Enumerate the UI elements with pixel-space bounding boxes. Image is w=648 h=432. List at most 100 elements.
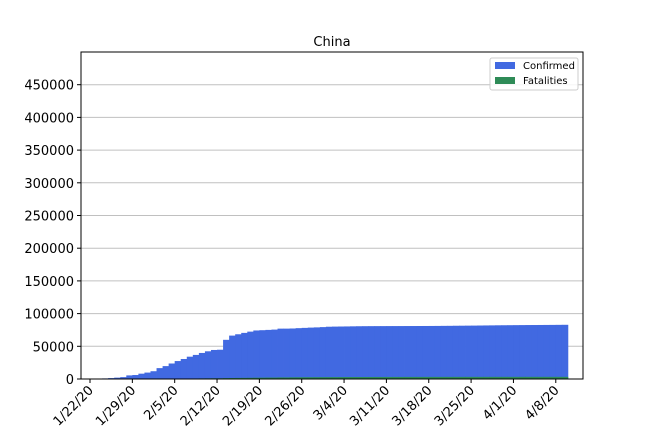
bar-fatalities [471, 376, 478, 379]
legend-label-confirmed: Confirmed [523, 61, 575, 72]
bar-fatalities [422, 376, 430, 379]
bar-fatalities [313, 377, 321, 379]
bar-confirmed [428, 325, 436, 379]
bar-confirmed [513, 325, 520, 379]
bar-confirmed [168, 363, 176, 379]
bar-fatalities [235, 377, 242, 379]
bar-fatalities [561, 376, 569, 379]
bar-confirmed [440, 325, 448, 379]
bar-confirmed [162, 366, 170, 379]
bar-confirmed [446, 325, 454, 379]
bar-confirmed [307, 327, 315, 379]
bar-confirmed [392, 326, 399, 379]
x-tick-label: 2/19/20 [220, 383, 266, 429]
bar-fatalities [489, 376, 496, 379]
bar-fatalities [319, 377, 327, 379]
y-tick-label: 250000 [24, 210, 74, 225]
bar-fatalities [344, 377, 351, 379]
bar-confirmed [253, 330, 260, 379]
bar-confirmed [374, 326, 381, 379]
bar-confirmed [561, 324, 569, 379]
bar-fatalities [410, 376, 418, 379]
bar-fatalities [416, 376, 424, 379]
bar-fatalities [362, 376, 369, 379]
bar-confirmed [265, 329, 272, 379]
y-tick-label: 200000 [24, 242, 74, 257]
bar-confirmed [217, 349, 224, 379]
bar-confirmed [507, 325, 514, 379]
bar-fatalities [555, 376, 563, 379]
bar-confirmed [114, 377, 121, 379]
bar-fatalities [350, 377, 357, 379]
bar-confirmed [150, 371, 157, 379]
bar-confirmed [410, 326, 418, 379]
x-tick-label: 3/4/20 [311, 383, 351, 423]
x-tick-label: 1/22/20 [51, 383, 97, 429]
bar-confirmed [313, 327, 321, 379]
bar-confirmed [174, 361, 182, 379]
bar-confirmed [362, 326, 369, 379]
bar-fatalities [519, 376, 526, 379]
bar-fatalities [374, 376, 381, 379]
bar-fatalities [283, 377, 291, 379]
bar-fatalities [440, 376, 448, 379]
bar-fatalities [325, 377, 333, 379]
bar-fatalities [495, 376, 502, 379]
bar-fatalities [247, 377, 254, 379]
bar-fatalities [404, 376, 412, 379]
bar-fatalities [452, 376, 460, 379]
bar-confirmed [132, 375, 139, 379]
bar-confirmed [525, 325, 532, 379]
bar-confirmed [283, 328, 291, 379]
y-axis: 0 50000 100000 150000 200000 250000 300000 3500… [24, 79, 81, 388]
bar-confirmed [543, 324, 551, 379]
y-tick-label: 100000 [24, 308, 74, 323]
bar-fatalities [380, 376, 387, 379]
bar-fatalities [253, 377, 260, 379]
bar-fatalities [549, 376, 557, 379]
y-tick-label: 50000 [33, 340, 74, 355]
legend-swatch-fatalities [495, 77, 515, 84]
bar-fatalities [331, 377, 339, 379]
bar-confirmed [156, 368, 163, 379]
bar-confirmed [229, 335, 236, 379]
bar-fatalities [428, 376, 436, 379]
bar-confirmed [398, 326, 405, 379]
bar-confirmed [422, 325, 430, 379]
bar-fatalities [277, 377, 284, 379]
bar-confirmed [192, 354, 200, 379]
bar-confirmed [483, 325, 490, 379]
x-tick-label: 3/18/20 [390, 383, 436, 429]
x-axis: 1/22/201/29/20 2/5/202/12/202/19/202/26/2… [51, 379, 563, 429]
bar-confirmed [555, 324, 563, 379]
bar-fatalities [398, 376, 405, 379]
bar-confirmed [204, 351, 212, 379]
bar-fatalities [259, 377, 266, 379]
bar-confirmed [404, 326, 412, 379]
bar-fatalities [537, 376, 545, 379]
bar-confirmed [198, 352, 206, 379]
bar-confirmed [144, 372, 151, 379]
bar-confirmed [519, 325, 526, 379]
x-tick-label: 3/25/20 [432, 383, 478, 429]
bar-confirmed [368, 326, 375, 379]
x-tick-label: 2/12/20 [178, 383, 224, 429]
bar-confirmed [531, 325, 539, 379]
bar-confirmed [416, 326, 424, 379]
bar-confirmed [495, 325, 502, 379]
bar-confirmed [126, 375, 133, 379]
bar-fatalities [265, 377, 272, 379]
bars [90, 324, 569, 379]
bar-confirmed [489, 325, 496, 379]
bar-fatalities [338, 377, 345, 379]
x-tick-label: 4/1/20 [480, 383, 520, 423]
bar-fatalities [501, 376, 508, 379]
bar-confirmed [271, 329, 278, 379]
bar-confirmed [301, 327, 309, 379]
bar-fatalities [271, 377, 278, 379]
bar-fatalities [543, 376, 551, 379]
series-confirmed [90, 324, 569, 379]
bar-confirmed [138, 373, 145, 379]
